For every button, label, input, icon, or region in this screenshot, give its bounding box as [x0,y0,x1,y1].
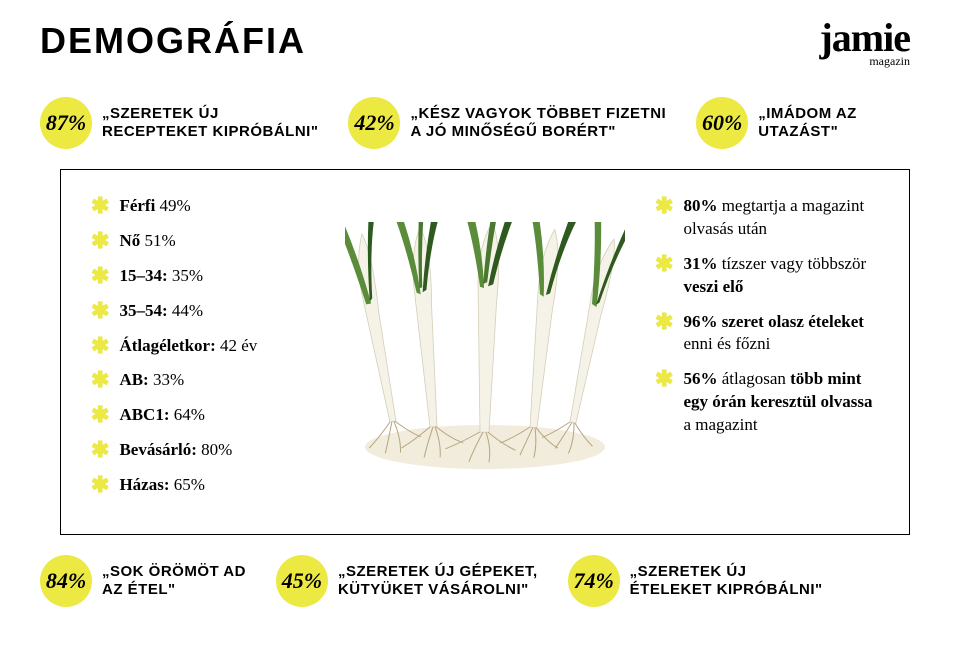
bullet-text: Átlagéletkor: 42 év [119,335,257,358]
percent-badge: 74% [568,555,620,607]
asterisk-icon: ✱ [91,300,109,322]
percent-badge: 42% [348,97,400,149]
asterisk-icon: ✱ [91,474,109,496]
asterisk-icon: ✱ [91,230,109,252]
stat-text: SZERETEK ÚJ GÉPEKET,KÜTYÜKET VÁSÁROLNI [338,563,538,599]
percent-badge: 87% [40,97,92,149]
stat-text: IMÁDOM AZUTAZÁST [758,105,857,141]
top-stat: 60% IMÁDOM AZUTAZÁST [696,97,857,149]
stat-text: SZERETEK ÚJRECEPTEKET KIPRÓBÁLNI [102,105,318,141]
bullet-text: ABC1: 64% [119,404,204,427]
right-column: ✱ 80% megtartja a magazint olvasás után ✱ 3… [655,195,879,509]
bullet-item: ✱ Átlagéletkor: 42 év [91,335,315,358]
asterisk-icon: ✱ [655,368,673,390]
asterisk-icon: ✱ [655,311,673,333]
bullet-item: ✱ Bevásárló: 80% [91,439,315,462]
main-box: ✱Férfi 49%✱Nő 51%✱15–34: 35%✱35–54: 44%✱… [60,169,910,535]
bullet-item: ✱ 15–34: 35% [91,265,315,288]
center-column [345,195,625,509]
bullet-item: ✱ 96% szeret olasz ételeket enni és főzni [655,311,879,357]
logo: jamie magazin [819,20,910,67]
stats-top-row: 87% SZERETEK ÚJRECEPTEKET KIPRÓBÁLNI 42% KÉ… [0,82,960,169]
stat-text: SZERETEK ÚJÉTELEKET KIPRÓBÁLNI [630,563,823,599]
bullet-text: Bevásárló: 80% [119,439,232,462]
page-title: DEMOGRÁFIA [40,20,306,62]
bullet-text: Férfi 49% [119,195,190,218]
bullet-item: ✱ Férfi 49% [91,195,315,218]
bullet-text: 15–34: 35% [119,265,203,288]
top-stat: 87% SZERETEK ÚJRECEPTEKET KIPRÓBÁLNI [40,97,318,149]
bullet-text: 31% tízszer vagy többször veszi elő [683,253,879,299]
bullet-item: ✱ 35–54: 44% [91,300,315,323]
bottom-stat: 45% SZERETEK ÚJ GÉPEKET,KÜTYÜKET VÁSÁROLN… [276,555,538,607]
bottom-stat: 74% SZERETEK ÚJÉTELEKET KIPRÓBÁLNI [568,555,823,607]
header: DEMOGRÁFIA jamie magazin [0,0,960,82]
asterisk-icon: ✱ [91,404,109,426]
asterisk-icon: ✱ [91,265,109,287]
percent-badge: 60% [696,97,748,149]
asterisk-icon: ✱ [91,195,109,217]
top-stat: 42% KÉSZ VAGYOK TÖBBET FIZETNIA JÓ MINŐSÉ… [348,97,666,149]
asterisk-icon: ✱ [655,253,673,275]
asterisk-icon: ✱ [91,369,109,391]
bullet-text: 35–54: 44% [119,300,203,323]
asterisk-icon: ✱ [655,195,673,217]
bullet-item: ✱ 80% megtartja a magazint olvasás után [655,195,879,241]
bullet-text: Házas: 65% [119,474,204,497]
percent-badge: 84% [40,555,92,607]
bottom-stat: 84% SOK ÖRÖMÖT ADAZ ÉTEL [40,555,246,607]
bullet-item: ✱ Nő 51% [91,230,315,253]
left-column: ✱Férfi 49%✱Nő 51%✱15–34: 35%✱35–54: 44%✱… [91,195,315,509]
bullet-text: AB: 33% [119,369,184,392]
stat-text: KÉSZ VAGYOK TÖBBET FIZETNIA JÓ MINŐSÉGŰ … [410,105,666,141]
bullet-text: Nő 51% [119,230,175,253]
bullet-item: ✱ 56% átlagosan több mint egy órán keresz… [655,368,879,437]
stats-bottom-row: 84% SOK ÖRÖMÖT ADAZ ÉTEL 45% SZERETEK ÚJ GÉ… [0,555,960,637]
bullet-item: ✱ ABC1: 64% [91,404,315,427]
stat-text: SOK ÖRÖMÖT ADAZ ÉTEL [102,563,246,599]
bullet-text: 80% megtartja a magazint olvasás után [683,195,879,241]
logo-main: jamie [819,20,910,56]
leek-illustration [345,222,625,482]
percent-badge: 45% [276,555,328,607]
bullet-item: ✱ AB: 33% [91,369,315,392]
bullet-item: ✱ Házas: 65% [91,474,315,497]
bullet-item: ✱ 31% tízszer vagy többször veszi elő [655,253,879,299]
asterisk-icon: ✱ [91,335,109,357]
bullet-text: 96% szeret olasz ételeket enni és főzni [683,311,879,357]
bullet-text: 56% átlagosan több mint egy órán kereszt… [683,368,879,437]
asterisk-icon: ✱ [91,439,109,461]
